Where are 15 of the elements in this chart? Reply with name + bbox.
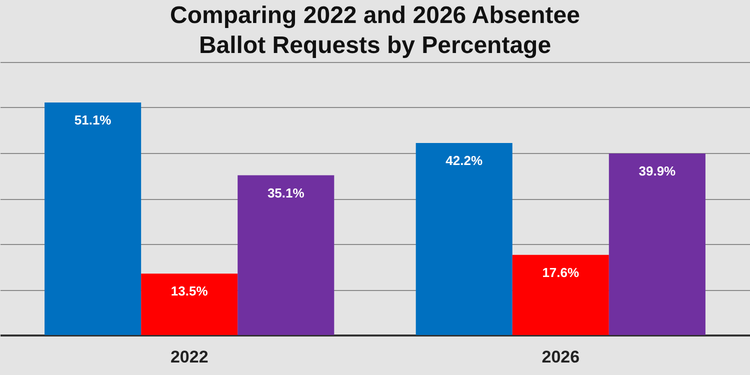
data-label: 17.6% [542,264,580,280]
bar [238,175,334,335]
bar [512,254,609,335]
data-label: 13.5% [170,284,208,299]
data-label: 42.2% [446,152,483,168]
x-tick-label: 2022 [170,348,208,366]
bar [141,274,238,335]
bar [608,153,706,335]
data-label: 39.9% [638,163,676,178]
x-tick-label: 2026 [542,348,580,366]
bar [44,102,142,335]
bar [416,142,512,335]
chart-title: Comparing 2022 and 2026 Absentee Ballot Requests by Percentage [170,2,580,59]
data-label: 51.1% [74,112,112,128]
data-label: 35.1% [267,185,305,200]
